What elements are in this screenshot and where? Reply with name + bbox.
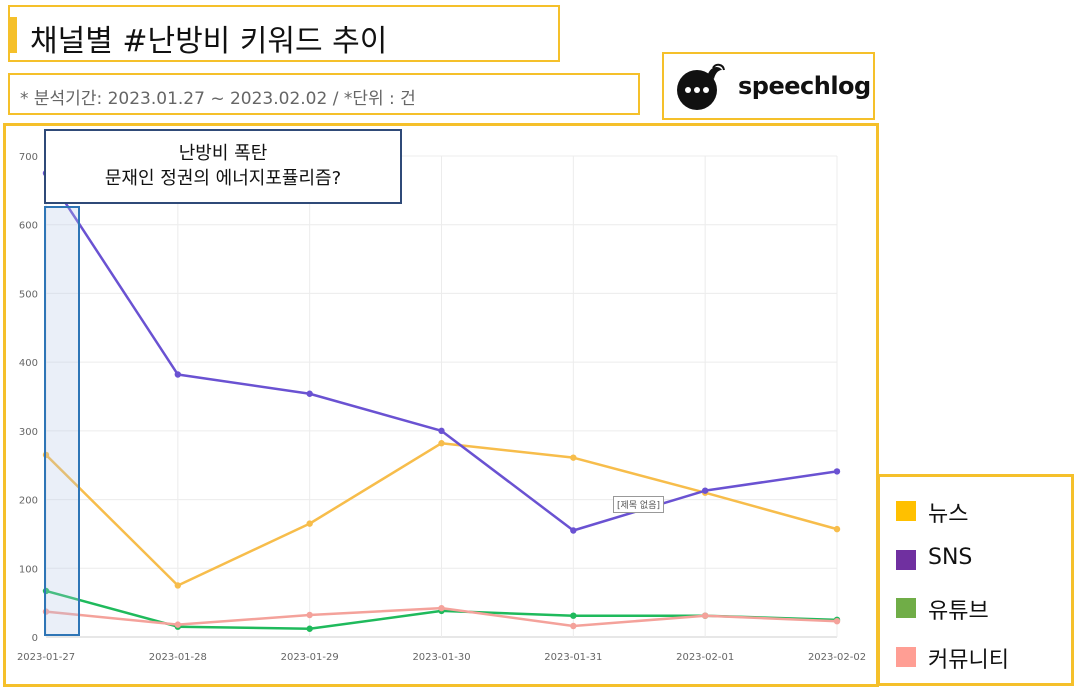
data-point[interactable] bbox=[306, 520, 313, 527]
data-point[interactable] bbox=[306, 611, 313, 619]
x-tick-label: 2023-01-27 bbox=[17, 652, 75, 663]
data-point[interactable] bbox=[438, 440, 445, 447]
data-point[interactable] bbox=[306, 390, 313, 397]
y-tick-label: 700 bbox=[19, 152, 38, 163]
analysis-period-text: * 분석기간: 2023.01.27 ~ 2023.02.02 / *단위 : … bbox=[20, 89, 416, 109]
legend-swatch-sns bbox=[896, 550, 916, 570]
legend-label-youtube: 유튜브 bbox=[928, 599, 989, 624]
data-point[interactable] bbox=[438, 604, 445, 612]
callout-line-1: 난방비 폭탄 bbox=[178, 143, 268, 164]
y-tick-label: 100 bbox=[19, 564, 38, 575]
legend-swatch-youtube bbox=[896, 598, 916, 618]
x-tick-label: 2023-02-01 bbox=[676, 652, 734, 663]
legend-swatch-news bbox=[896, 501, 916, 521]
highlight-box bbox=[44, 206, 80, 636]
data-point[interactable] bbox=[174, 621, 182, 628]
y-tick-label: 200 bbox=[19, 496, 38, 507]
x-tick-label: 2023-01-29 bbox=[281, 652, 339, 663]
legend-label-community: 커뮤니티 bbox=[928, 648, 1009, 673]
y-tick-label: 600 bbox=[19, 221, 38, 232]
logo-box: speechlog bbox=[662, 52, 875, 120]
data-point[interactable] bbox=[306, 625, 313, 632]
data-point[interactable] bbox=[701, 487, 709, 494]
data-point[interactable] bbox=[438, 427, 445, 435]
data-point[interactable] bbox=[570, 527, 577, 534]
x-tick-label: 2023-02-02 bbox=[808, 652, 866, 663]
legend-label-sns: SNS bbox=[928, 545, 973, 570]
title-box: 채널별 #난방비 키워드 추이 bbox=[8, 5, 560, 62]
legend-swatch-community bbox=[896, 647, 916, 667]
x-tick-label: 2023-01-28 bbox=[149, 652, 207, 663]
data-point[interactable] bbox=[174, 371, 182, 378]
data-point[interactable] bbox=[833, 525, 841, 533]
data-point[interactable] bbox=[701, 612, 709, 619]
annotation-callout: 난방비 폭탄 문재인 정권의 에너지포퓰리즘? bbox=[44, 129, 402, 204]
y-axis: 0 100 200 300 400 500 600 700 bbox=[19, 152, 38, 644]
y-tick-label: 500 bbox=[19, 289, 38, 300]
y-tick-label: 400 bbox=[19, 358, 38, 369]
series-layer bbox=[42, 169, 841, 632]
data-point[interactable] bbox=[570, 454, 577, 461]
chart-grid bbox=[45, 155, 838, 638]
x-tick-label: 2023-01-31 bbox=[544, 652, 602, 663]
page-title: 채널별 #난방비 키워드 추이 bbox=[30, 24, 388, 59]
data-point[interactable] bbox=[570, 612, 577, 619]
title-accent-bar bbox=[10, 17, 17, 53]
y-tick-label: 300 bbox=[19, 427, 38, 438]
data-point[interactable] bbox=[174, 582, 182, 589]
data-point[interactable] bbox=[570, 622, 577, 630]
y-tick-label: 0 bbox=[32, 633, 38, 644]
chart-tooltip: [제목 없음] bbox=[613, 496, 665, 513]
speech-bubble-logo-icon bbox=[677, 63, 725, 110]
logo-text: speechlog bbox=[738, 72, 871, 100]
legend: 뉴스 SNS 유튜브 커뮤니티 bbox=[877, 474, 1074, 686]
x-tick-label: 2023-01-30 bbox=[412, 652, 470, 663]
callout-line-2: 문재인 정권의 에너지포퓰리즘? bbox=[104, 168, 342, 189]
x-axis: 2023-01-27 2023-01-28 2023-01-29 2023-01-30… bbox=[17, 652, 866, 663]
legend-label-news: 뉴스 bbox=[928, 502, 969, 527]
subtitle-box: * 분석기간: 2023.01.27 ~ 2023.02.02 / *단위 : … bbox=[8, 73, 640, 115]
data-point[interactable] bbox=[833, 617, 841, 625]
data-point[interactable] bbox=[833, 468, 841, 475]
